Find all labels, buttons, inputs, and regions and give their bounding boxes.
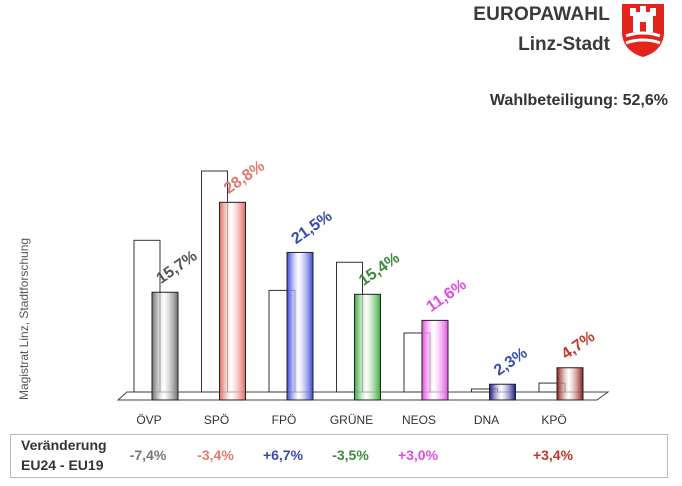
change-value-grüne: -3,5% — [332, 447, 369, 463]
bar-fpö — [286, 251, 314, 401]
bar-grüne — [354, 293, 381, 401]
bar-kpö — [556, 367, 584, 401]
category-label-dna: DNA — [474, 413, 499, 427]
change-table: Veränderung EU24 - EU19 -7,4% -3,4% +6,7% -… — [10, 434, 668, 478]
value-label-kpö: 4,7% — [559, 328, 599, 363]
value-label-spö: 28,8% — [221, 158, 268, 198]
bar-dna — [489, 383, 516, 401]
bar-spö — [219, 201, 246, 401]
chart-title: EUROPAWAHL — [473, 4, 610, 25]
turnout-label: Wahlbeteiligung: 52,6% — [489, 92, 668, 109]
value-label-neos: 11,6% — [424, 276, 470, 315]
value-label-dna: 2,3% — [491, 345, 531, 380]
change-label-line2: EU24 - EU19 — [21, 457, 104, 473]
category-label-grüne: GRÜNE — [330, 413, 373, 427]
category-label-spö: SPÖ — [204, 413, 229, 427]
change-label-line1: Veränderung — [21, 437, 107, 453]
chart-subtitle: Linz-Stadt — [518, 34, 610, 55]
category-label-fpö: FPÖ — [272, 413, 297, 427]
category-label-neos: NEOS — [402, 413, 436, 427]
linz-crest-icon — [622, 4, 664, 57]
value-label-fpö: 21,5% — [289, 208, 336, 248]
change-value-neos: +3,0% — [397, 447, 439, 463]
change-value-spö: -3,4% — [197, 447, 234, 463]
category-label-kpö: KPÖ — [541, 413, 566, 427]
change-value-kpö: +3,4% — [532, 447, 574, 463]
change-value-övp: -7,4% — [129, 447, 167, 463]
category-label-övp: ÖVP — [136, 413, 161, 427]
value-label-grüne: 15,4% — [356, 250, 403, 290]
bar-övp — [151, 291, 179, 401]
bar-chart: 15,7% ÖVP 28,8% SPÖ 21,5% FPÖ 15,4% GRÜNE 11,6% N… — [116, 158, 610, 427]
bar-neos — [421, 319, 449, 401]
value-label-övp: 15,7% — [154, 248, 201, 288]
change-value-fpö: +6,7% — [262, 447, 304, 463]
